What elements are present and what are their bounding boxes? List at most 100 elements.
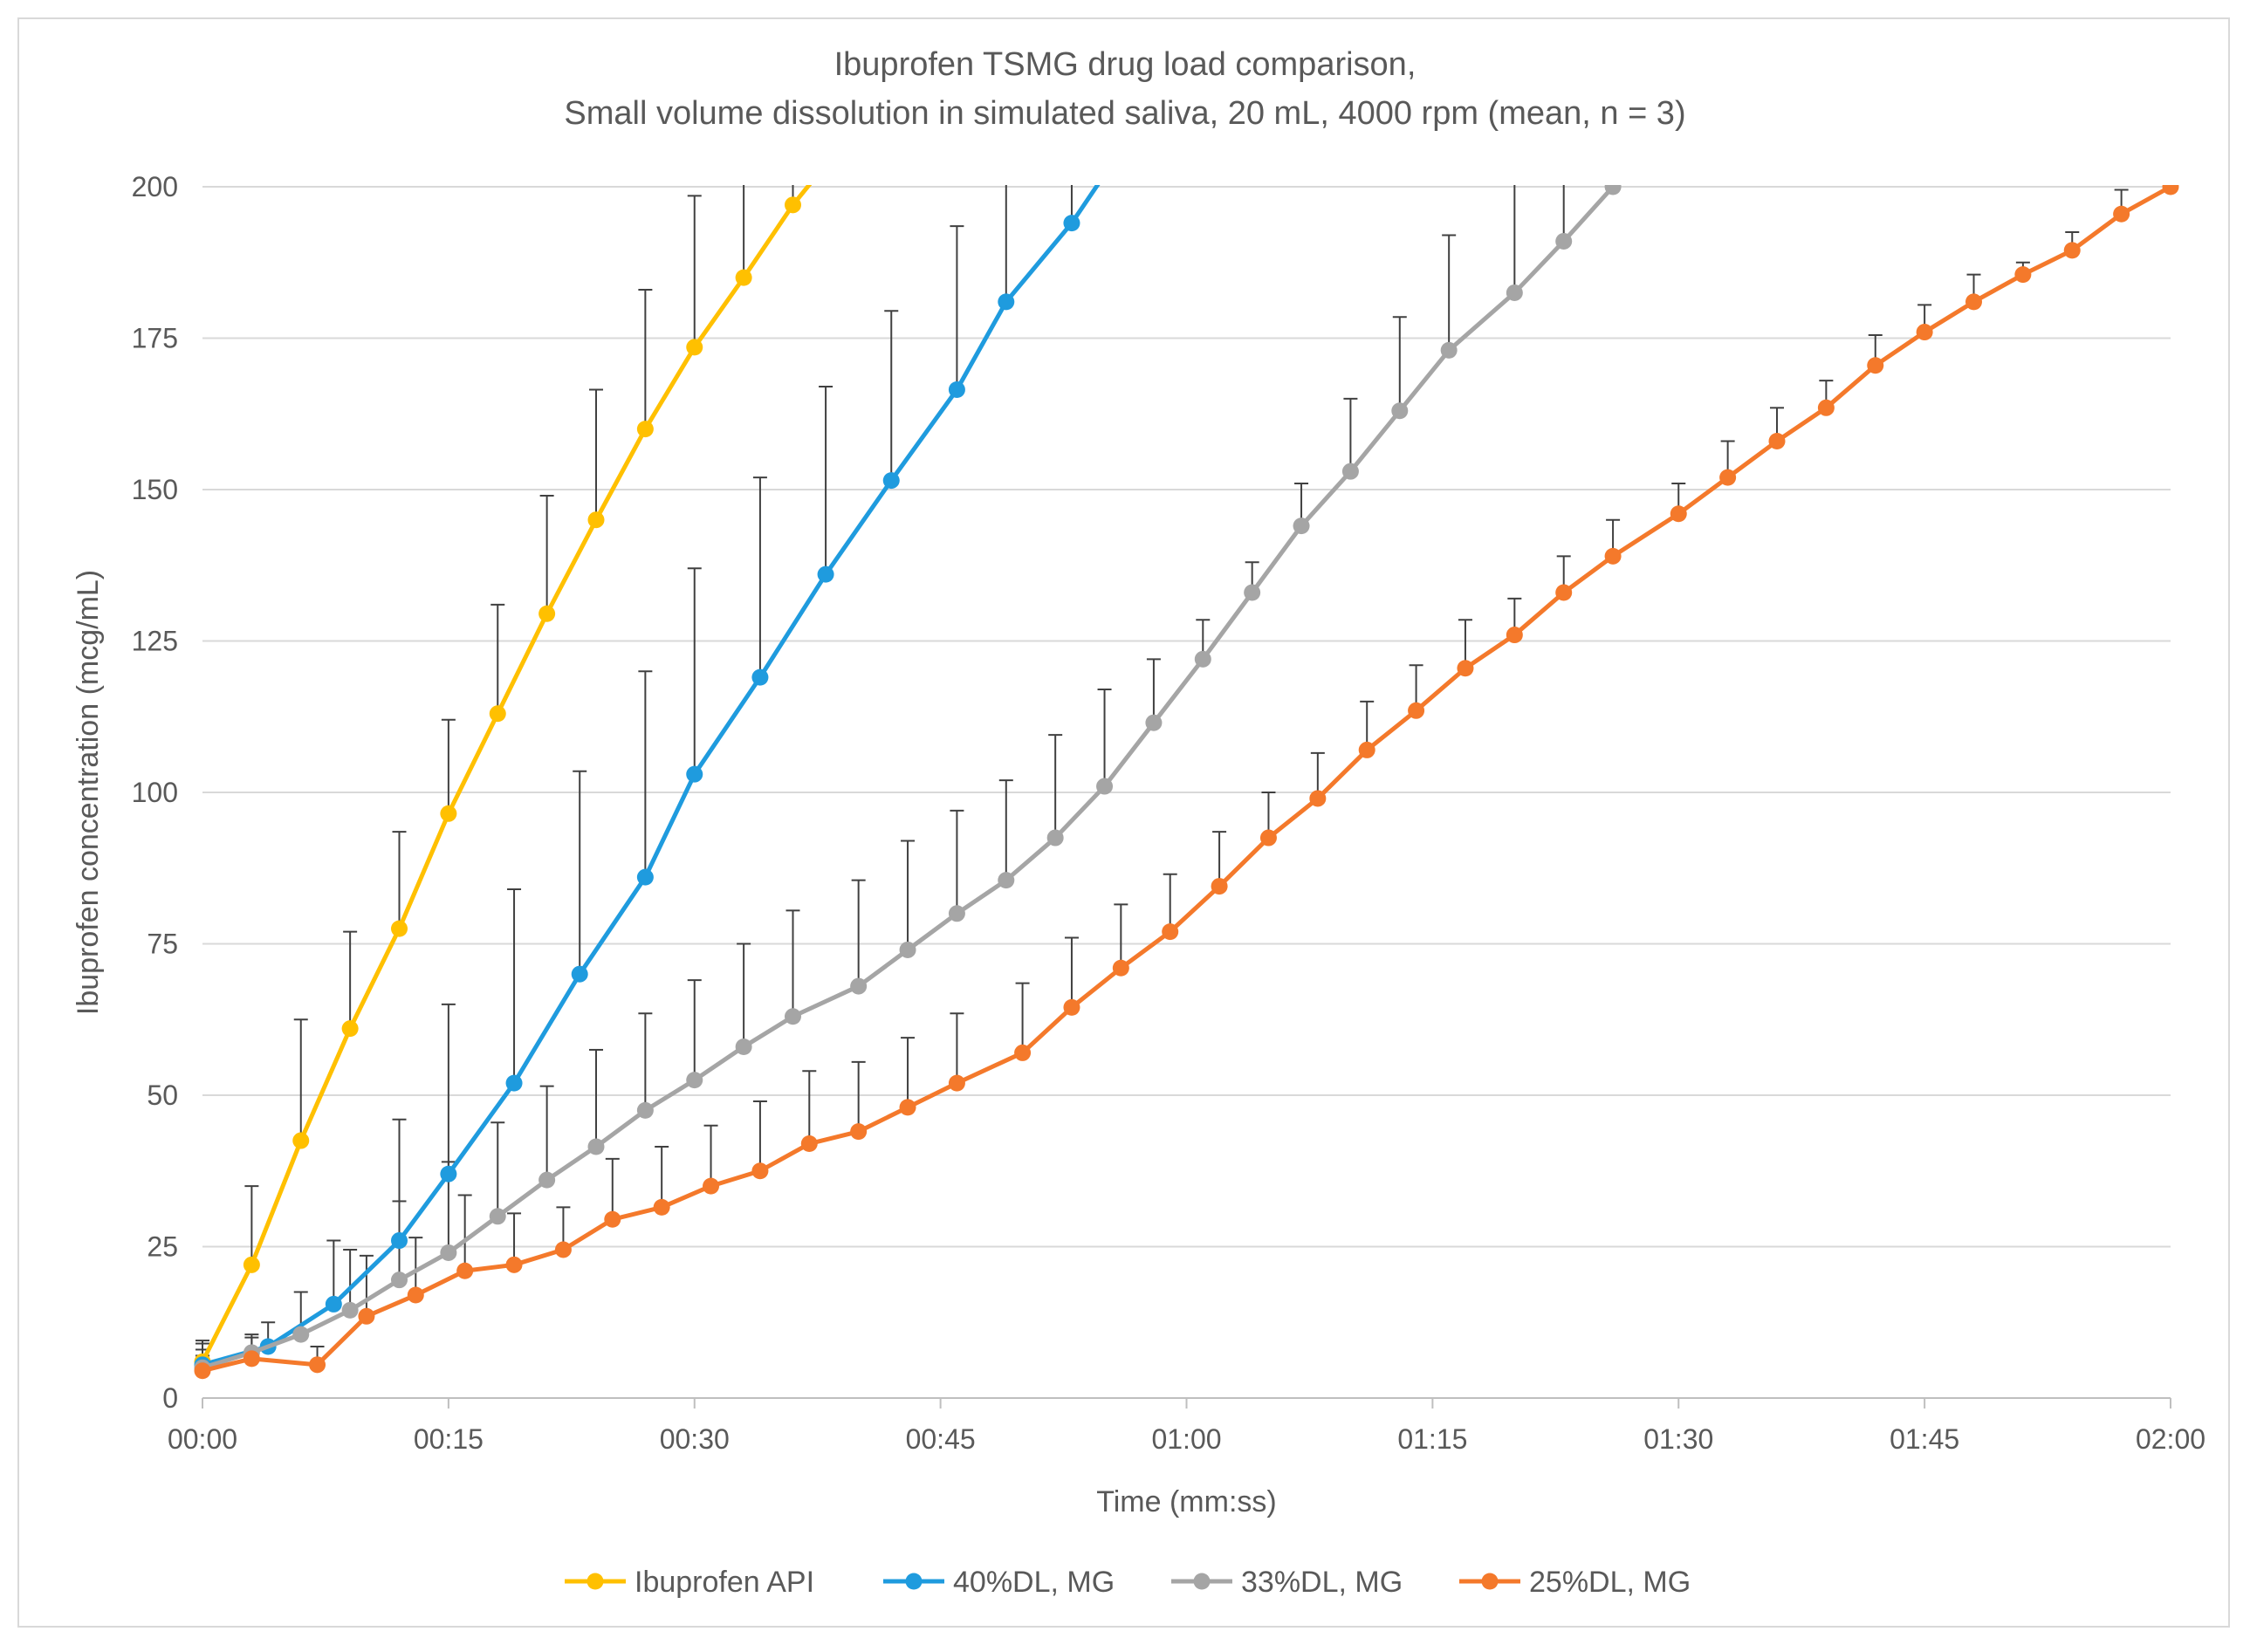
- data-point: [1555, 232, 1573, 250]
- data-point: [341, 1020, 359, 1038]
- data-point: [1341, 463, 1359, 480]
- data-point: [998, 293, 1015, 311]
- series-line: [200, 185, 813, 1363]
- data-point: [587, 511, 605, 529]
- y-tick-label: 25: [147, 1231, 178, 1263]
- data-point: [735, 1038, 752, 1055]
- legend-label: 25%DL, MG: [1529, 1566, 1691, 1599]
- legend-swatch-marker: [1481, 1573, 1499, 1590]
- data-point: [292, 1326, 310, 1343]
- data-point: [1555, 584, 1573, 601]
- data-point: [325, 1295, 342, 1313]
- chart-frame: Ibuprofen TSMG drug load comparison, Sma…: [17, 17, 2230, 1628]
- data-point: [1768, 432, 1786, 449]
- data-point: [440, 805, 457, 822]
- y-axis-ticks: 0 25 50 75 100 125 150 175 200: [132, 171, 178, 1414]
- data-point: [1096, 778, 1114, 795]
- data-point: [2113, 205, 2130, 223]
- data-point: [948, 905, 965, 922]
- data-point: [1867, 357, 1884, 374]
- series-line: [202, 185, 1101, 1368]
- legend-label: Ibuprofen API: [635, 1566, 814, 1599]
- series-line: [202, 185, 2172, 1374]
- data-point: [391, 1272, 408, 1289]
- data-point: [817, 566, 834, 583]
- data-point: [243, 1256, 260, 1273]
- y-axis-label: Ibuprofen concentration (mcg/mL): [72, 570, 105, 1015]
- data-point: [2014, 266, 2032, 284]
- data-point: [948, 1074, 965, 1092]
- data-point: [489, 705, 506, 723]
- chart: Ibuprofen TSMG drug load comparison, Sma…: [72, 46, 2205, 1599]
- data-point: [1457, 660, 1474, 677]
- data-point: [1112, 959, 1129, 977]
- data-point: [1506, 627, 1523, 644]
- legend-label: 40%DL, MG: [953, 1566, 1115, 1599]
- data-point: [505, 1074, 523, 1092]
- data-point: [785, 196, 801, 214]
- x-tick-label: 00:00: [168, 1423, 237, 1455]
- data-point: [571, 965, 588, 983]
- data-point: [554, 1241, 572, 1258]
- x-tick-label: 01:45: [1890, 1423, 1959, 1455]
- data-point: [850, 1123, 868, 1141]
- data-point: [1162, 923, 1179, 941]
- data-point: [1408, 702, 1425, 719]
- data-point: [686, 765, 703, 783]
- data-point: [1506, 284, 1523, 301]
- x-axis-ticks: 00:00 00:15 00:30 00:45 01:00 01:15 01:30 01:45…: [168, 1398, 2205, 1455]
- y-tick-label: 125: [132, 626, 178, 657]
- y-tick-label: 100: [132, 777, 178, 808]
- x-tick-label: 00:15: [414, 1423, 484, 1455]
- data-point: [440, 1165, 457, 1182]
- x-tick-label: 01:00: [1151, 1423, 1221, 1455]
- legend-item: 25%DL, MG: [1459, 1566, 1691, 1599]
- series-1: [194, 136, 850, 1370]
- series-4: [194, 185, 2179, 1380]
- y-tick-label: 0: [162, 1382, 178, 1414]
- x-axis-label: Time (mm:ss): [1096, 1485, 1276, 1518]
- legend-swatch-marker: [587, 1573, 604, 1590]
- data-point: [899, 941, 916, 958]
- data-point: [1358, 741, 1375, 758]
- data-point: [309, 1356, 326, 1374]
- data-point: [1604, 547, 1622, 565]
- data-point: [1309, 790, 1327, 807]
- data-point: [505, 1256, 523, 1273]
- data-point: [1211, 878, 1228, 895]
- data-point: [1965, 293, 1982, 311]
- data-point: [899, 1099, 916, 1116]
- series-lines: [194, 136, 2179, 1380]
- data-point: [751, 668, 769, 686]
- data-point: [1259, 829, 1277, 847]
- data-point: [2162, 185, 2179, 195]
- data-point: [1063, 998, 1080, 1016]
- data-point: [653, 1198, 670, 1216]
- legend-item: Ibuprofen API: [565, 1566, 814, 1599]
- data-point: [1145, 714, 1163, 731]
- error-bars: [196, 185, 2171, 1371]
- data-point: [751, 1162, 769, 1180]
- y-tick-label: 150: [132, 474, 178, 505]
- data-point: [735, 269, 752, 286]
- x-tick-label: 00:30: [660, 1423, 730, 1455]
- data-point: [243, 1350, 260, 1368]
- data-point: [636, 1101, 654, 1119]
- data-point: [440, 1244, 457, 1261]
- chart-title-line-1: Ibuprofen TSMG drug load comparison,: [834, 46, 1417, 83]
- y-tick-label: 200: [132, 171, 178, 202]
- x-tick-label: 00:45: [906, 1423, 976, 1455]
- series-2: [194, 185, 1101, 1374]
- data-point: [194, 1362, 211, 1380]
- data-point: [686, 339, 703, 356]
- data-point: [636, 868, 654, 886]
- data-point: [948, 380, 965, 398]
- data-point: [833, 136, 850, 153]
- data-point: [686, 1072, 703, 1089]
- chart-title: Ibuprofen TSMG drug load comparison, Sma…: [564, 46, 1685, 132]
- data-point: [1391, 402, 1409, 420]
- data-point: [1916, 324, 1933, 341]
- data-point: [391, 920, 408, 937]
- data-point: [703, 1177, 720, 1195]
- y-tick-label: 50: [147, 1080, 178, 1111]
